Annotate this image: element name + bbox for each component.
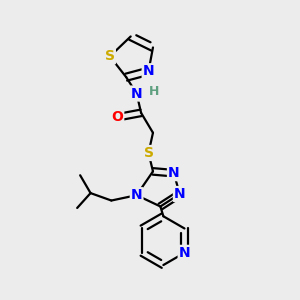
Text: N: N xyxy=(179,246,190,260)
Text: N: N xyxy=(131,188,142,202)
Text: S: S xyxy=(143,146,154,160)
Text: N: N xyxy=(168,166,180,180)
Text: N: N xyxy=(143,64,154,78)
Text: H: H xyxy=(149,85,159,98)
Text: N: N xyxy=(174,187,185,201)
Text: O: O xyxy=(111,110,123,124)
Text: S: S xyxy=(105,50,115,63)
Text: N: N xyxy=(131,86,142,100)
